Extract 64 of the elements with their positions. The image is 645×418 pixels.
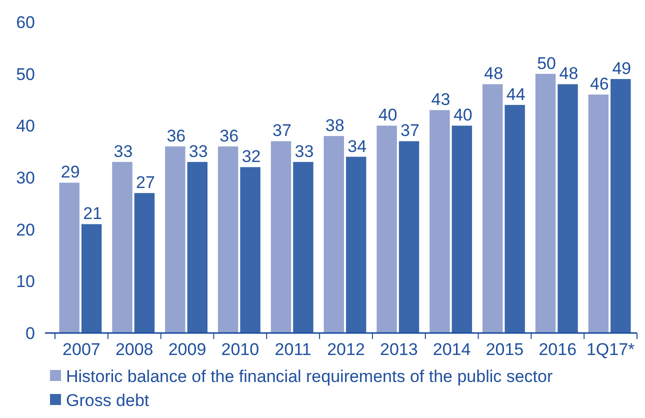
bar <box>59 182 80 333</box>
data-label: 49 <box>612 59 632 78</box>
y-tick-label: 30 <box>16 168 35 188</box>
x-tick-label: 1Q17* <box>586 340 636 359</box>
y-tick-label: 0 <box>26 324 35 343</box>
bar <box>270 141 292 333</box>
data-label: 33 <box>114 142 133 161</box>
bar <box>398 141 420 333</box>
data-label: 48 <box>484 64 504 84</box>
bar <box>346 156 366 333</box>
bar <box>610 79 631 333</box>
data-label: 44 <box>506 84 526 104</box>
data-label: 50 <box>537 54 556 73</box>
bar <box>324 136 344 333</box>
data-label: 40 <box>378 106 398 125</box>
data-label: 43 <box>431 90 450 110</box>
data-label: 46 <box>590 74 609 94</box>
x-tick-label: 2008 <box>115 340 154 359</box>
bar <box>376 126 397 333</box>
data-label: 29 <box>60 162 80 182</box>
x-tick-label: 2009 <box>168 340 206 359</box>
x-tick-label: 2014 <box>432 340 471 359</box>
x-tick-label: 2015 <box>486 340 524 359</box>
bar <box>81 224 102 333</box>
y-tick-label: 40 <box>16 116 35 136</box>
data-label: 33 <box>188 142 208 161</box>
bar <box>558 84 578 333</box>
data-label: 21 <box>83 204 102 224</box>
x-tick-label: 2013 <box>380 340 418 359</box>
bar <box>218 146 238 333</box>
data-label: 40 <box>453 106 472 125</box>
bar <box>588 94 609 333</box>
x-tick-label: 2012 <box>327 340 365 359</box>
data-label: 27 <box>136 173 155 192</box>
legend-label: Historic balance of the financial requirements of the public sector <box>66 366 553 386</box>
y-tick-label: 10 <box>16 272 35 292</box>
data-label: 34 <box>348 136 367 156</box>
x-tick-label: 2016 <box>538 340 577 359</box>
bar <box>430 110 450 333</box>
y-tick-label: 60 <box>16 12 35 32</box>
data-label: 37 <box>272 121 292 140</box>
data-label: 48 <box>559 64 578 84</box>
x-tick-label: 2010 <box>221 340 260 359</box>
bar <box>504 104 525 333</box>
bar <box>134 193 155 333</box>
x-tick-label: 2011 <box>274 340 312 359</box>
data-label: 36 <box>166 126 186 146</box>
bar <box>187 162 208 333</box>
bar <box>482 84 503 333</box>
bar <box>293 162 314 333</box>
legend-label: Gross debt <box>66 390 150 410</box>
bar <box>165 146 186 333</box>
data-label: 32 <box>242 147 261 166</box>
bar <box>535 74 556 333</box>
bar <box>452 126 472 333</box>
bar <box>240 167 260 333</box>
y-tick-label: 50 <box>16 64 35 84</box>
x-tick-label: 2007 <box>62 340 100 359</box>
y-tick-label: 20 <box>16 220 35 240</box>
data-label: 37 <box>400 121 420 140</box>
bar <box>112 162 132 333</box>
data-label: 38 <box>325 116 344 136</box>
data-label: 36 <box>220 126 239 146</box>
data-label: 33 <box>294 142 314 161</box>
